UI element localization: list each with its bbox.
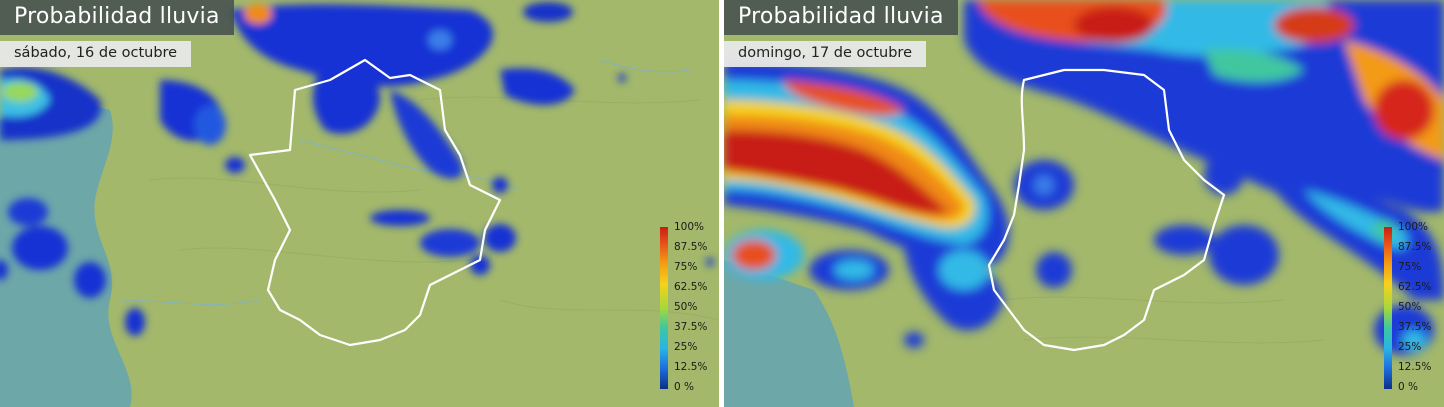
map-panel-saturday: Probabilidad lluvia sábado, 16 de octubr… bbox=[0, 0, 719, 407]
legend-label: 50% bbox=[674, 301, 698, 313]
legend-label: 75% bbox=[1398, 261, 1422, 273]
legend-label: 100% bbox=[1398, 221, 1429, 233]
legend-color-scale bbox=[1384, 227, 1392, 389]
map-panel-sunday: Probabilidad lluvia domingo, 17 de octub… bbox=[724, 0, 1444, 407]
probability-legend: 100% 87.5% 75% 62.5% 50% 37.5% 25% 12.5%… bbox=[660, 222, 719, 402]
legend-label: 87.5% bbox=[674, 241, 708, 253]
legend-label: 62.5% bbox=[674, 281, 708, 293]
legend-label: 0 % bbox=[1398, 381, 1418, 393]
legend-label: 62.5% bbox=[1398, 281, 1432, 293]
legend-label: 87.5% bbox=[1398, 241, 1432, 253]
map-title: Probabilidad lluvia bbox=[724, 0, 958, 35]
legend-label: 50% bbox=[1398, 301, 1422, 313]
legend-label: 0 % bbox=[674, 381, 694, 393]
legend-label: 12.5% bbox=[674, 361, 708, 373]
panel-divider bbox=[719, 0, 724, 407]
map-saturday bbox=[0, 0, 719, 407]
probability-legend: 100% 87.5% 75% 62.5% 50% 37.5% 25% 12.5%… bbox=[1384, 222, 1444, 402]
legend-label: 25% bbox=[1398, 341, 1422, 353]
legend-color-scale bbox=[660, 227, 668, 389]
map-date: domingo, 17 de octubre bbox=[724, 41, 926, 67]
map-title: Probabilidad lluvia bbox=[0, 0, 234, 35]
legend-label: 25% bbox=[674, 341, 698, 353]
map-sunday bbox=[724, 0, 1444, 407]
map-date: sábado, 16 de octubre bbox=[0, 41, 192, 67]
legend-label: 37.5% bbox=[1398, 321, 1432, 333]
legend-label: 12.5% bbox=[1398, 361, 1432, 373]
legend-label: 75% bbox=[674, 261, 698, 273]
legend-label: 100% bbox=[674, 221, 705, 233]
legend-label: 37.5% bbox=[674, 321, 708, 333]
